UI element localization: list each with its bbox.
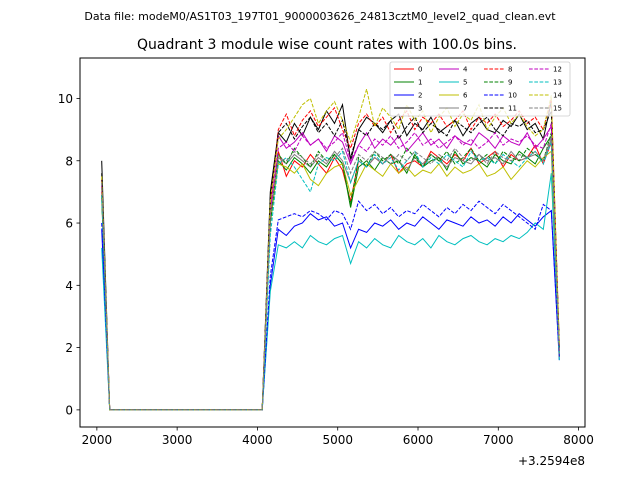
legend-label-3: 3 [418,105,422,113]
legend-label-6: 6 [463,92,468,100]
x-offset-label: +3.2594e8 [518,454,585,468]
legend-label-5: 5 [463,79,467,87]
y-tick-label: 0 [65,403,73,417]
x-tick-label: 2000 [82,433,113,447]
y-tick-label: 2 [65,341,73,355]
x-tick-label: 3000 [162,433,193,447]
x-tick-label: 5000 [322,433,353,447]
x-tick-label: 4000 [242,433,273,447]
legend-label-10: 10 [508,92,517,100]
legend-label-14: 14 [553,92,562,100]
legend-label-8: 8 [508,66,512,74]
y-tick-label: 6 [65,217,73,231]
legend-label-12: 12 [553,66,562,74]
legend-label-15: 15 [553,105,562,113]
legend-label-13: 13 [553,79,562,87]
x-tick-label: 6000 [403,433,434,447]
y-tick-label: 4 [65,279,73,293]
legend-label-7: 7 [463,105,467,113]
legend-label-9: 9 [508,79,512,87]
y-tick-label: 8 [65,154,73,168]
x-tick-label: 7000 [483,433,514,447]
legend-label-0: 0 [418,66,422,74]
chart-title: Quadrant 3 module wise count rates with … [137,37,517,53]
legend-label-4: 4 [463,66,468,74]
suptitle: Data file: modeM0/AS1T03_197T01_90000036… [84,10,556,23]
legend-label-1: 1 [418,79,422,87]
y-tick-label: 10 [58,92,73,106]
x-tick-label: 8000 [563,433,594,447]
legend-label-2: 2 [418,92,422,100]
legend-label-11: 11 [508,105,517,113]
